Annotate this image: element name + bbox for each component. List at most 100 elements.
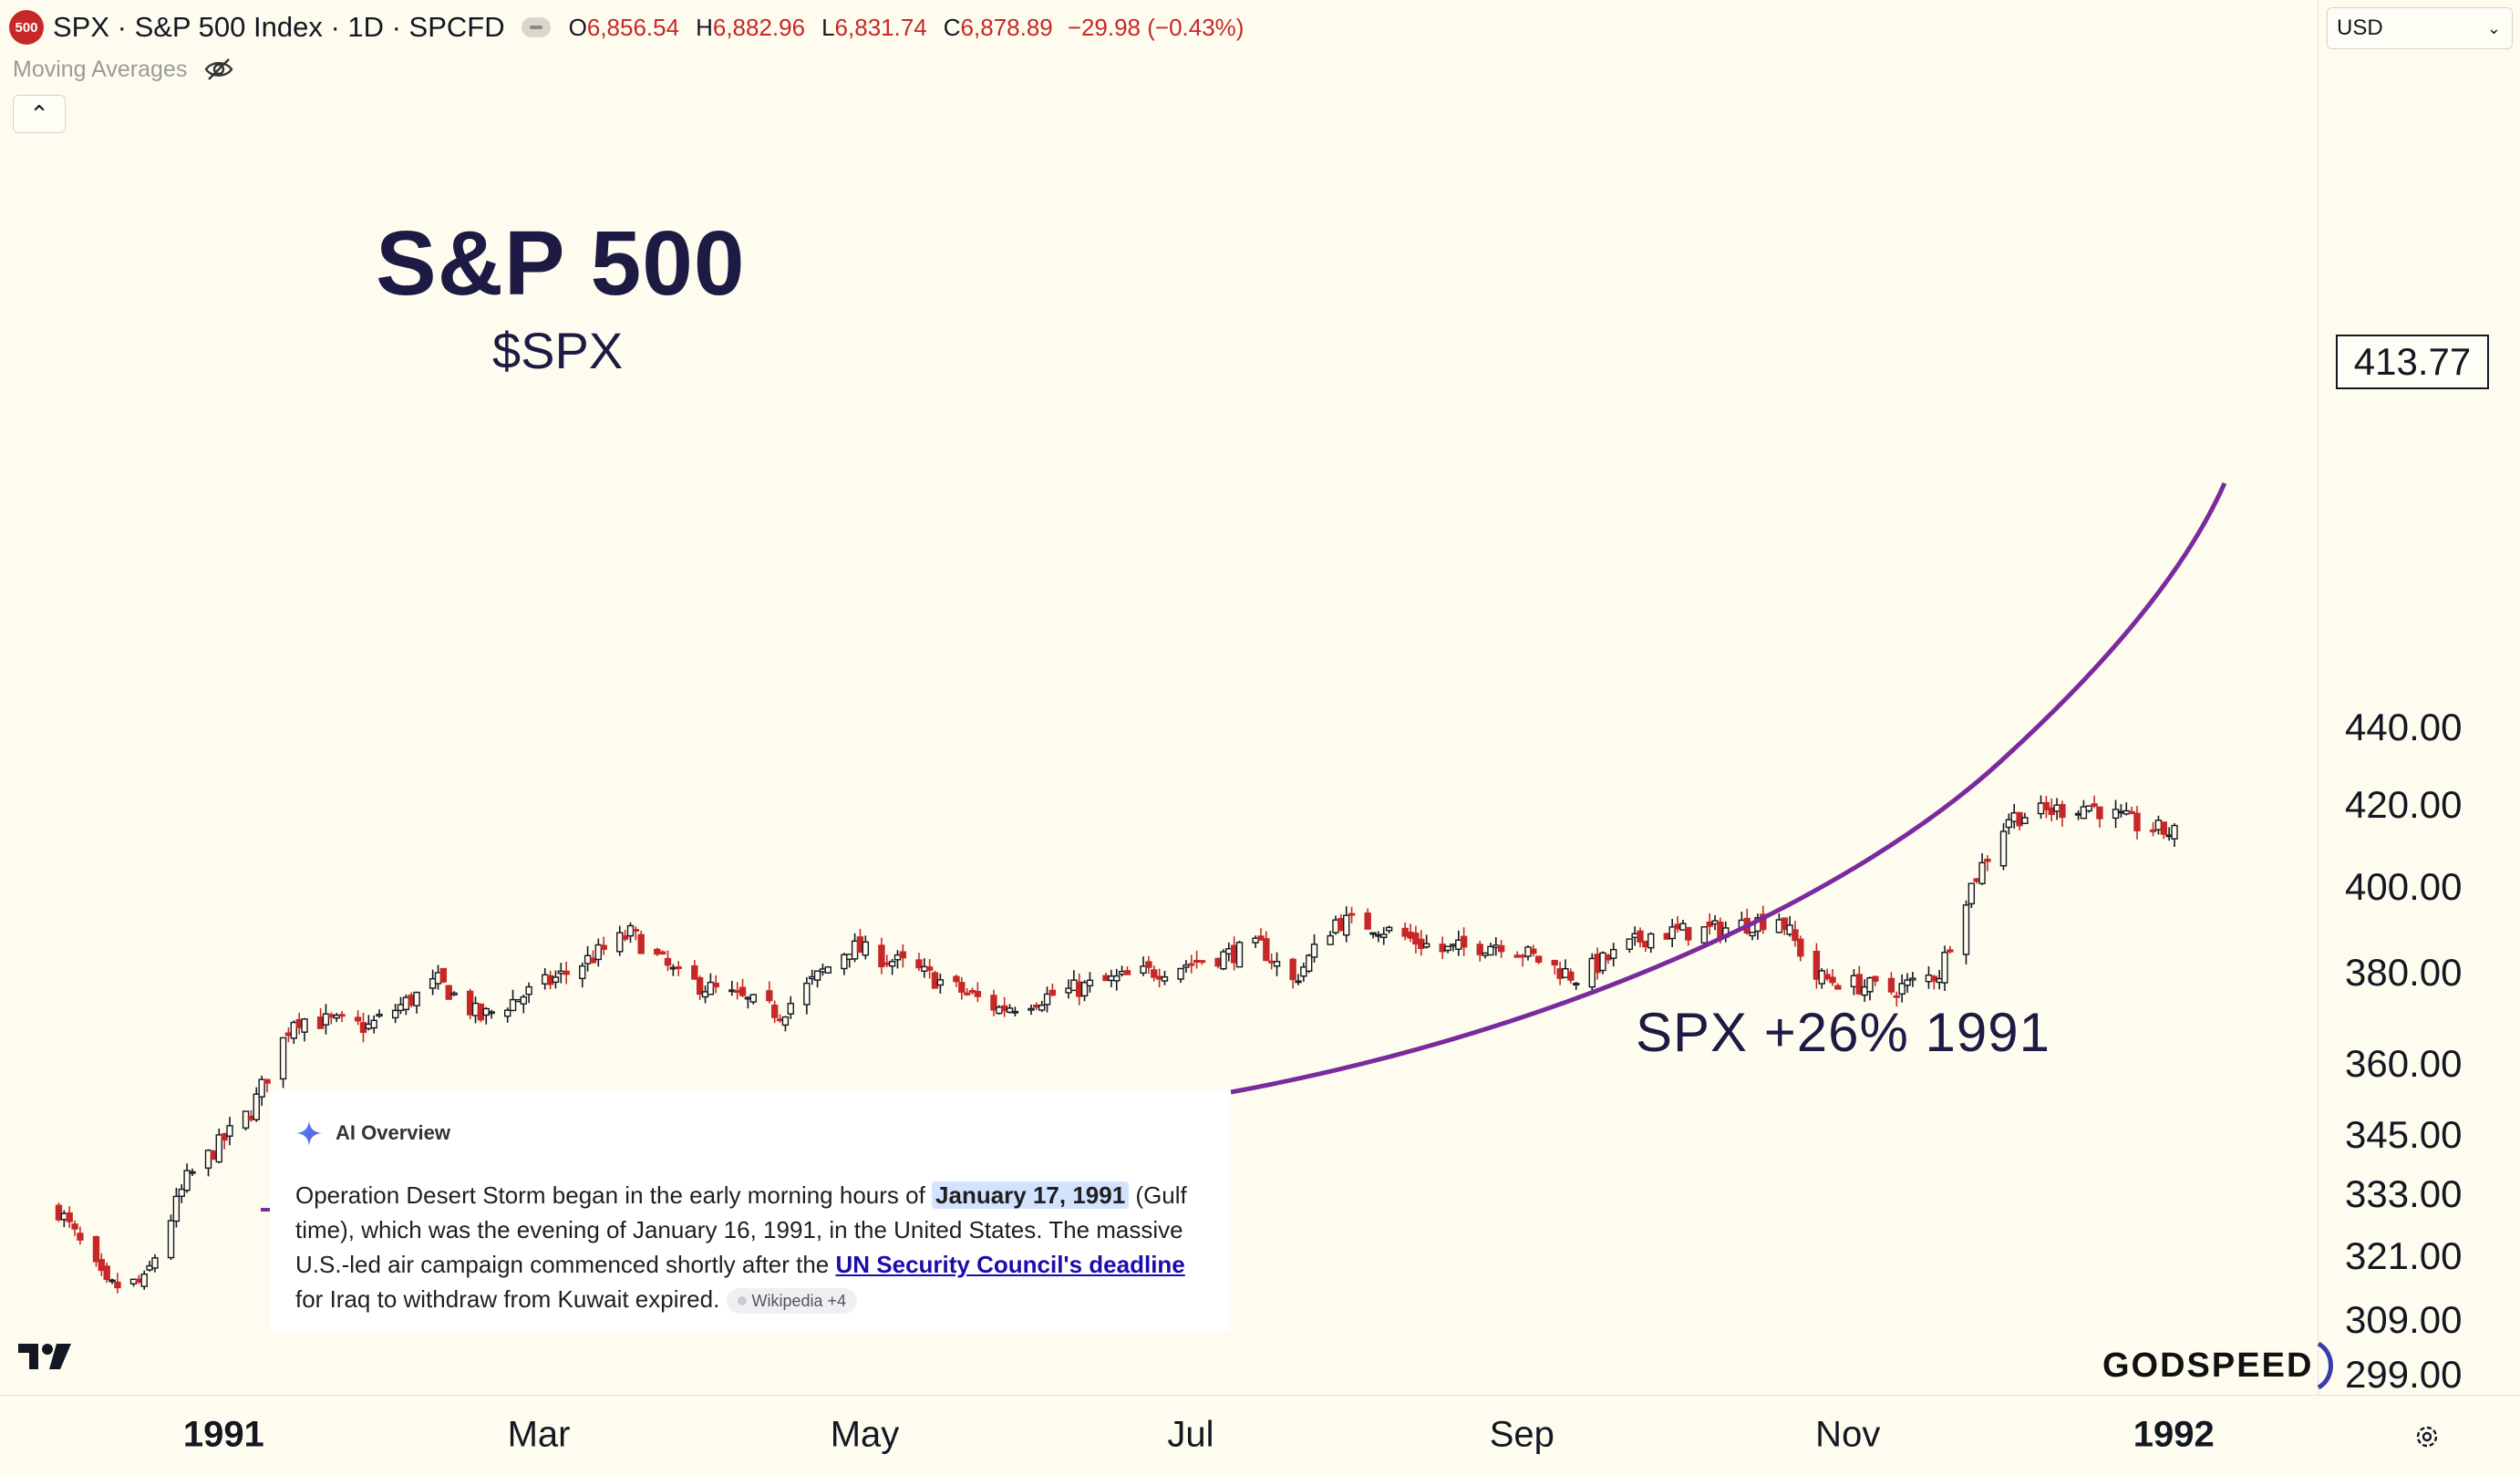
- candle-down: [2128, 810, 2135, 814]
- candle-down: [1439, 944, 1446, 953]
- candle-down: [1642, 940, 1649, 948]
- candle-down: [1230, 944, 1238, 964]
- candle-up: [1588, 957, 1596, 988]
- settings-gear-icon[interactable]: [2414, 1424, 2440, 1449]
- candle-down: [77, 1233, 84, 1241]
- source-chip[interactable]: Wikipedia +4: [726, 1288, 858, 1315]
- candle-down: [1000, 1005, 1008, 1012]
- candle-down: [221, 1133, 228, 1141]
- candle-up: [258, 1078, 265, 1098]
- candle-up: [594, 944, 603, 961]
- tradingview-logo[interactable]: [16, 1340, 75, 1373]
- candle-down: [2059, 804, 2066, 819]
- price-chart[interactable]: [0, 0, 2316, 1395]
- eye-hidden-icon[interactable]: [203, 57, 234, 82]
- candle-up: [1310, 944, 1318, 958]
- trend-curve: [1230, 481, 2227, 1095]
- price-tick: 345.00: [2345, 1113, 2463, 1157]
- candle-down: [1460, 935, 1468, 948]
- candle-down: [439, 967, 448, 983]
- candle-down: [1781, 917, 1788, 931]
- candle-up: [707, 981, 715, 995]
- candle-up: [2171, 824, 2178, 840]
- moving-averages-legend[interactable]: Moving Averages: [13, 53, 234, 86]
- candle-up: [1332, 919, 1339, 933]
- ohlc-high: H6,882.96: [696, 13, 806, 41]
- candle-down: [1257, 935, 1265, 941]
- candle-up: [542, 974, 549, 985]
- candle-up: [1775, 919, 1783, 933]
- price-tick: 360.00: [2345, 1041, 2463, 1085]
- symbol-title[interactable]: SPX · S&P 500 Index · 1D · SPCFD: [53, 11, 505, 43]
- candle-down: [1497, 944, 1505, 953]
- candle-up: [2037, 802, 2045, 815]
- time-tick: Jul: [1167, 1414, 1214, 1455]
- candle-down: [621, 934, 629, 940]
- candle-up: [1487, 945, 1494, 956]
- price-tick: 299.00: [2345, 1353, 2463, 1397]
- symbol-legend[interactable]: 500 SPX · S&P 500 Index · 1D · SPCFD O6,…: [9, 7, 1244, 47]
- candle-up: [1385, 926, 1393, 932]
- candle-down: [1033, 1004, 1040, 1008]
- candle-up: [2080, 806, 2088, 820]
- ai-overview-title: AI Overview: [336, 1121, 450, 1144]
- candle-up: [178, 1188, 185, 1197]
- candle-down: [1887, 977, 1895, 993]
- candle-up: [1161, 975, 1169, 982]
- time-tick: 1992: [2133, 1414, 2215, 1455]
- candle-up: [787, 1003, 794, 1015]
- candle-down: [1930, 975, 1938, 982]
- un-deadline-link[interactable]: UN Security Council's deadline: [835, 1251, 1185, 1278]
- candle-up: [846, 954, 853, 960]
- candle-up: [108, 1279, 116, 1283]
- candle-down: [2048, 807, 2055, 815]
- candle-down: [1556, 968, 1564, 979]
- candle-up: [936, 979, 945, 986]
- ohlc-low: L6,831.74: [821, 13, 927, 41]
- candle-down: [589, 957, 597, 964]
- candle-up: [841, 954, 848, 970]
- candle-down: [210, 1150, 218, 1160]
- candle-down: [1418, 938, 1425, 949]
- candle-down: [2016, 811, 2023, 827]
- collapse-legend-button[interactable]: ⌃: [13, 95, 66, 133]
- candle-down: [1605, 954, 1612, 961]
- candle-up: [1006, 1007, 1014, 1014]
- time-tick: Nov: [1815, 1414, 1881, 1455]
- candle-down: [1123, 970, 1131, 975]
- candle-up: [1235, 942, 1244, 968]
- candle-up: [1711, 920, 1719, 925]
- candle-up: [1065, 987, 1072, 994]
- candle-down: [1155, 975, 1163, 980]
- candle-up: [824, 966, 831, 974]
- candle-up: [1492, 944, 1500, 948]
- candle-down: [1198, 960, 1206, 964]
- candle-down: [1151, 969, 1158, 978]
- candle-down: [1685, 926, 1692, 941]
- candle-up: [2010, 811, 2018, 822]
- brand-crescent-icon: [2317, 1342, 2334, 1389]
- candle-down: [546, 975, 554, 985]
- market-status-icon[interactable]: [521, 17, 551, 37]
- candle-up: [253, 1093, 260, 1120]
- source-favicon-icon: [737, 1296, 747, 1306]
- candle-down: [733, 990, 741, 994]
- candle-down: [1263, 938, 1270, 962]
- candle-down: [247, 1115, 255, 1120]
- price-tick: 400.00: [2345, 864, 2463, 908]
- candle-down: [408, 994, 415, 1006]
- candle-up: [1327, 934, 1334, 945]
- candle-up: [1482, 952, 1489, 956]
- candle-down: [856, 936, 864, 954]
- candle-up: [781, 1016, 790, 1026]
- candle-down: [1792, 929, 1799, 942]
- currency-select[interactable]: USD ⌄: [2327, 7, 2513, 49]
- candle-up: [1070, 979, 1078, 992]
- candle-up: [1380, 933, 1388, 938]
- candle-up: [1936, 977, 1943, 984]
- candle-down: [1145, 961, 1152, 968]
- candle-up: [322, 1013, 330, 1026]
- time-scale[interactable]: [0, 1395, 2520, 1475]
- price-scale[interactable]: [2318, 0, 2520, 1395]
- candle-up: [1850, 975, 1858, 988]
